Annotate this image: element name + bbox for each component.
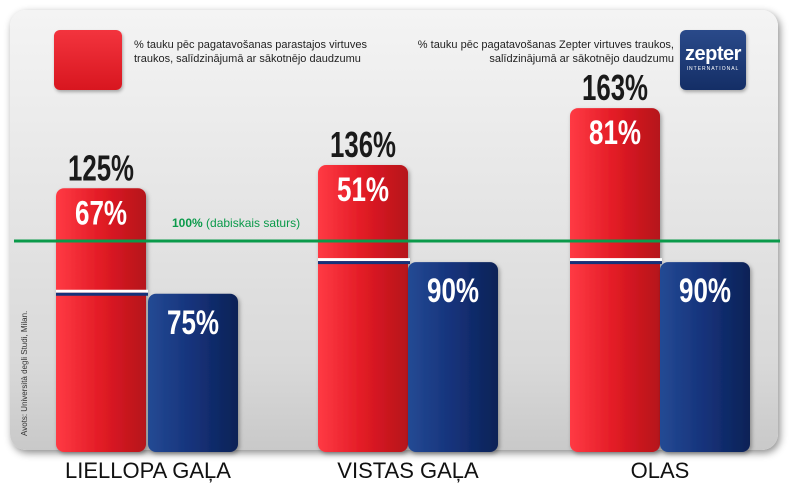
label-standard-total-0: 125% — [68, 147, 134, 188]
source-note: Avots: Università degli Studi, Milan. — [20, 310, 29, 436]
legend-standard-swatch — [54, 30, 122, 90]
reference-line-value: 100% — [172, 216, 206, 230]
bar-zepter-0 — [148, 293, 238, 452]
legend-standard-label: % tauku pēc pagatavošanas parastajos vir… — [134, 39, 367, 65]
reference-line-label: 100% (dabiskais saturs) — [172, 216, 300, 230]
bar-standard-1 — [318, 165, 408, 453]
label-standard-total-2: 163% — [582, 67, 648, 108]
legend-zepter-label: % tauku pēc pagatavošanas Zepter virtuve… — [417, 39, 674, 65]
zepter-logo: zepter INTERNATIONAL — [680, 30, 746, 90]
zepter-logo-text: zepter — [685, 43, 741, 65]
label-zepter-0: 75% — [167, 304, 219, 342]
divider-white-2 — [570, 258, 662, 262]
label-standard-inner-2: 81% — [589, 114, 641, 152]
divider-blue-1 — [318, 261, 410, 265]
label-zepter-2: 90% — [679, 272, 731, 310]
bar-standard-0 — [56, 188, 146, 452]
bar-zepter-2 — [660, 262, 750, 452]
category-label-0: LIELLOPA GAĻA — [65, 458, 231, 483]
reference-line-note: (dabiskais saturs) — [206, 216, 300, 230]
label-zepter-1: 90% — [427, 272, 479, 310]
category-label-1: VISTAS GAĻA — [337, 458, 479, 483]
label-standard-inner-0: 67% — [75, 194, 127, 232]
divider-blue-2 — [570, 261, 662, 265]
zepter-logo-subtext: INTERNATIONAL — [686, 66, 740, 72]
label-standard-total-1: 136% — [330, 124, 396, 165]
label-standard-inner-1: 51% — [337, 171, 389, 209]
category-label-2: OLAS — [631, 458, 690, 483]
divider-white-0 — [56, 289, 148, 293]
reference-line — [14, 239, 780, 243]
bar-standard-2 — [570, 108, 660, 452]
divider-blue-0 — [56, 292, 148, 296]
divider-white-1 — [318, 258, 410, 262]
bar-zepter-1 — [408, 262, 498, 452]
